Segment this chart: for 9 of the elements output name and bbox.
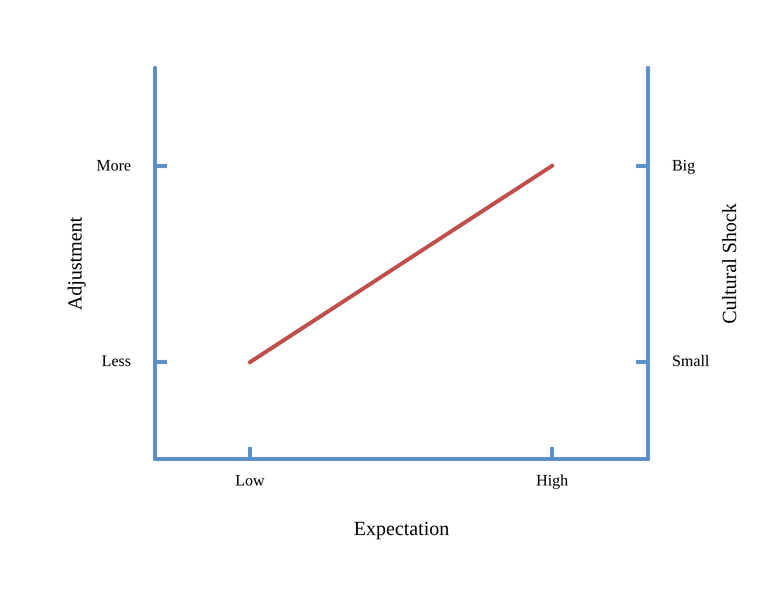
y2-axis-title: Cultural Shock	[719, 203, 742, 324]
x-tick-label: High	[536, 472, 568, 490]
category-label: Big	[672, 157, 696, 174]
y-axis-title: Adjustment	[64, 216, 86, 310]
x-axis-title: Expectation	[354, 518, 450, 540]
category-label: Small	[672, 352, 710, 370]
category-label: More	[96, 157, 131, 174]
x-tick-label: Low	[235, 472, 266, 490]
category-label: Less	[102, 352, 131, 370]
